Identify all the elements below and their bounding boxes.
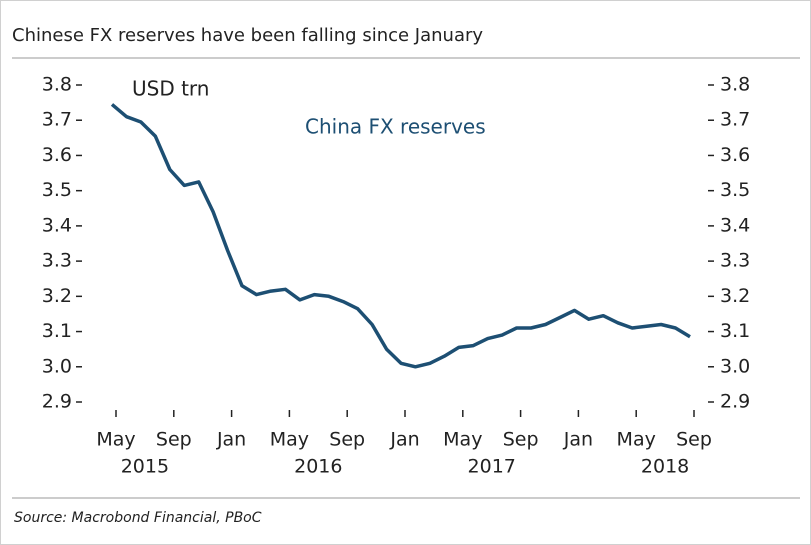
y2-tick-label: 3.0 [720,355,750,377]
y-tick-label: 3.0 [42,355,72,377]
chart-title: Chinese FX reserves have been falling si… [12,25,483,46]
x-tick-label: May [270,429,309,451]
y-tick-label: 3.2 [42,285,72,307]
x-tick-label: Jan [389,429,419,451]
x-tick-label: May [96,429,135,451]
year-label: 2016 [294,456,342,478]
y-tick-label: 3.4 [42,214,72,236]
y2-tick-label: 2.9 [720,391,750,413]
y-tick-label: 3.3 [42,250,72,272]
y-tick-label: 3.7 [42,109,72,131]
year-label: 2017 [468,456,516,478]
x-tick-label: Sep [503,429,539,451]
y2-tick-label: 3.4 [720,214,750,236]
x-tick-label: May [443,429,482,451]
year-label: 2018 [641,456,689,478]
y2-tick-label: 3.8 [720,74,750,96]
unit-label: USD trn [132,77,209,101]
x-tick-label: Jan [216,429,246,451]
series-label: China FX reserves [305,115,486,139]
y-tick-label: 3.1 [42,320,72,342]
y-tick-label: 2.9 [42,391,72,413]
y2-tick-label: 3.5 [720,179,750,201]
series-line [110,103,691,369]
y2-tick-label: 3.1 [720,320,750,342]
y-tick-label: 3.5 [42,179,72,201]
x-tick-label: Sep [156,429,192,451]
y2-tick-label: 3.7 [720,109,750,131]
y-tick-label: 3.6 [42,144,72,166]
x-tick-label: May [617,429,656,451]
y2-tick-label: 3.6 [720,144,750,166]
x-tick-label: Sep [329,429,365,451]
x-tick-label: Sep [676,429,712,451]
year-label: 2015 [121,456,169,478]
x-tick-label: Jan [563,429,593,451]
y2-tick-label: 3.3 [720,250,750,272]
source: Source: Macrobond Financial, PBoC [14,510,262,526]
y2-tick-label: 3.2 [720,285,750,307]
y-tick-label: 3.8 [42,74,72,96]
